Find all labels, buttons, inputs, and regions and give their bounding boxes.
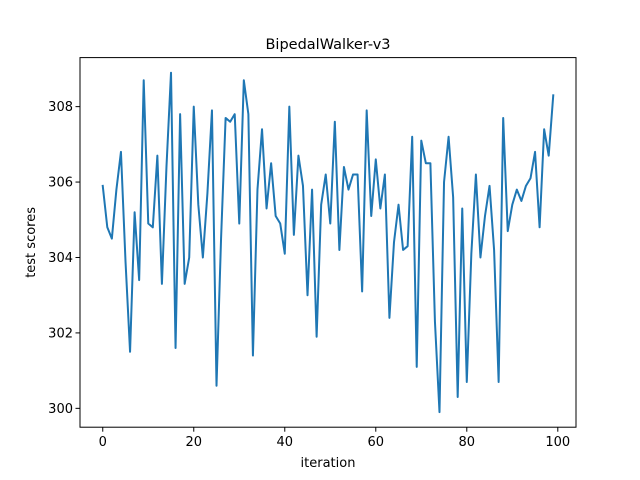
x-tick-label: 40 xyxy=(276,435,293,450)
x-axis-ticks: 0 20 40 60 80 100 xyxy=(99,427,570,450)
x-tick-label: 80 xyxy=(459,435,476,450)
x-tick-label: 60 xyxy=(368,435,385,450)
x-tick-label: 0 xyxy=(99,435,107,450)
y-tick-label: 304 xyxy=(48,251,73,266)
series-line-0 xyxy=(101,71,555,414)
y-axis-ticks: 300 302 304 306 308 xyxy=(48,100,80,417)
axes-frame xyxy=(79,57,577,428)
y-tick-label: 306 xyxy=(48,176,73,191)
y-tick-label: 308 xyxy=(48,100,73,115)
x-axis-label: iteration xyxy=(301,456,356,471)
chart-title: BipedalWalker-v3 xyxy=(265,37,390,53)
y-axis-label: test scores xyxy=(24,207,39,278)
y-tick-label: 300 xyxy=(48,402,73,417)
y-tick-label: 302 xyxy=(48,326,73,341)
x-tick-label: 100 xyxy=(545,435,570,450)
plot-layer xyxy=(101,71,555,414)
x-tick-label: 20 xyxy=(185,435,202,450)
